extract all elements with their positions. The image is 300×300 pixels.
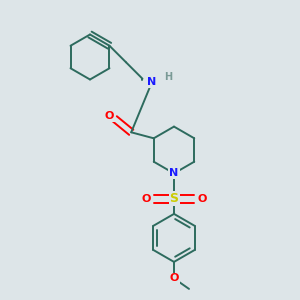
Text: O: O [141, 194, 151, 204]
Text: O: O [105, 111, 114, 122]
Text: S: S [169, 192, 178, 206]
Text: H: H [164, 72, 172, 82]
Text: O: O [169, 273, 179, 284]
Text: N: N [169, 168, 178, 178]
Text: N: N [148, 77, 157, 87]
Text: O: O [197, 194, 207, 204]
